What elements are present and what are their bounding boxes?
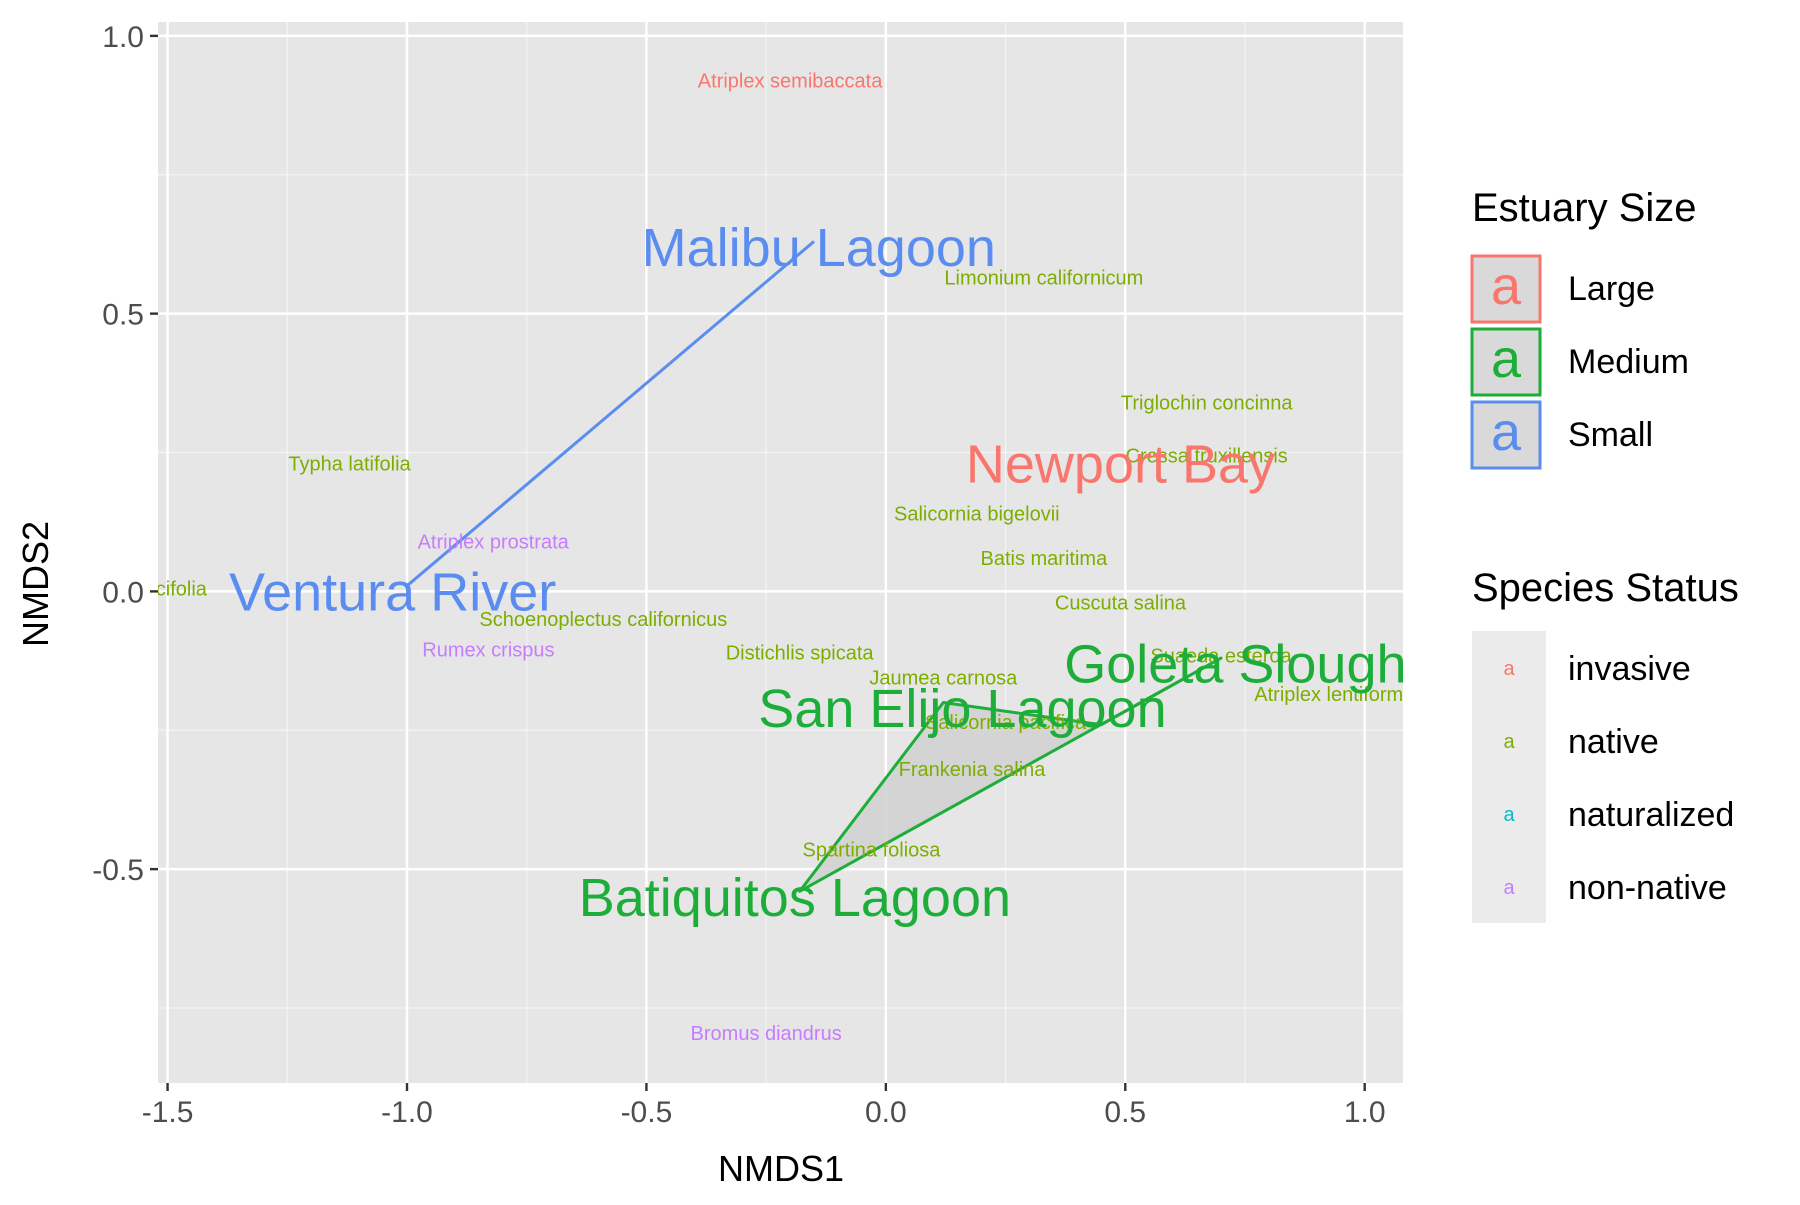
x-tick-label: -1.5: [142, 1096, 194, 1129]
species-label: Limonium californicum: [944, 268, 1143, 290]
x-tick-label: 1.0: [1344, 1096, 1386, 1129]
legend-keys-background: [1472, 631, 1546, 923]
species-label: Jaumea carnosa: [869, 667, 1018, 689]
legend-label-native: native: [1568, 723, 1659, 761]
species-label: Atriplex prostrata: [418, 531, 570, 553]
site-label: Ventura River: [229, 562, 556, 622]
major-gridlines: [158, 22, 1403, 1083]
legend-title-species-status: Species Status: [1472, 566, 1739, 610]
legends: Estuary Size a Large a Medium a Small Species S…: [1470, 186, 1739, 923]
legend-title-estuary-size: Estuary Size: [1472, 186, 1697, 230]
legend-key-glyph: a: [1491, 256, 1522, 316]
legend-key-glyph: a: [1491, 402, 1522, 462]
species-label: Rumex crispus: [422, 640, 554, 662]
site-label: Batiquitos Lagoon: [579, 868, 1011, 928]
legend-key-glyph: a: [1503, 877, 1515, 899]
y-axis: -0.5 0.0 0.5 1.0: [92, 21, 158, 887]
species-labels: Atriplex semibaccata Limonium californicu…: [32, 70, 1417, 1045]
legend-key-large: [1470, 254, 1542, 324]
legend-key-glyph: a: [1503, 658, 1515, 680]
minor-gridlines: [158, 22, 1403, 1083]
legend-label-non-native: non-native: [1568, 869, 1727, 907]
y-tick-label: -0.5: [92, 854, 144, 887]
species-label: Suaeda esteroa: [1150, 645, 1292, 667]
plot-panel: [158, 22, 1403, 1083]
site-labels: Malibu Lagoon Ventura River Newport Bay Gol…: [229, 218, 1406, 928]
y-tick-label: 0.0: [102, 576, 144, 609]
legend-label-large: Large: [1568, 270, 1655, 308]
site-hulls: [406, 240, 1223, 893]
species-label: Typha latifolia: [288, 454, 411, 476]
site-label: Malibu Lagoon: [642, 218, 996, 278]
x-tick-label: -0.5: [621, 1096, 673, 1129]
legend-label-small: Small: [1568, 416, 1653, 454]
hull-medium: [798, 656, 1223, 893]
species-label: Distichlis spicata: [726, 642, 875, 664]
legend-key-medium: [1470, 327, 1542, 397]
x-axis: -1.5 -1.0 -0.5 0.0 0.5 1.0: [142, 1083, 1386, 1129]
y-axis-title: NMDS2: [15, 521, 56, 647]
species-label: Baccharis salicifolia: [32, 579, 207, 601]
species-label: Frankenia salina: [899, 759, 1047, 781]
species-label: Bromus diandrus: [691, 1023, 842, 1045]
legend-key-small: [1470, 400, 1542, 470]
legend-label-invasive: invasive: [1568, 650, 1691, 688]
x-axis-title: NMDS1: [718, 1148, 844, 1189]
legend-label-naturalized: naturalized: [1568, 796, 1734, 834]
site-label: Goleta Slough: [1064, 635, 1406, 695]
legend-key-glyph: a: [1491, 329, 1522, 389]
species-label: Batis maritima: [981, 548, 1109, 570]
species-label: Triglochin concinna: [1121, 393, 1293, 415]
species-label: Salicornia bigelovii: [894, 504, 1060, 526]
species-label: Cressa truxillensis: [1126, 445, 1288, 467]
species-label: Spartina foliosa: [803, 840, 942, 862]
y-tick-label: 1.0: [102, 21, 144, 54]
x-tick-label: 0.0: [865, 1096, 907, 1129]
legend-label-medium: Medium: [1568, 343, 1689, 381]
species-label: Salicornia pacifica: [925, 712, 1087, 734]
species-label: Atriplex semibaccata: [698, 70, 883, 92]
species-label: Atriplex lentiformis: [1254, 684, 1417, 706]
species-label: Cuscuta salina: [1055, 592, 1187, 614]
site-label: Newport Bay: [966, 435, 1275, 495]
legend-key-glyph: a: [1503, 804, 1515, 826]
legend-key-glyph: a: [1503, 731, 1515, 753]
species-label: Schoenoplectus californicus: [479, 609, 727, 631]
hull-small: [406, 240, 815, 587]
site-label: San Elijo Lagoon: [758, 679, 1166, 739]
x-tick-label: -1.0: [381, 1096, 433, 1129]
y-tick-label: 0.5: [102, 299, 144, 332]
x-tick-label: 0.5: [1104, 1096, 1146, 1129]
